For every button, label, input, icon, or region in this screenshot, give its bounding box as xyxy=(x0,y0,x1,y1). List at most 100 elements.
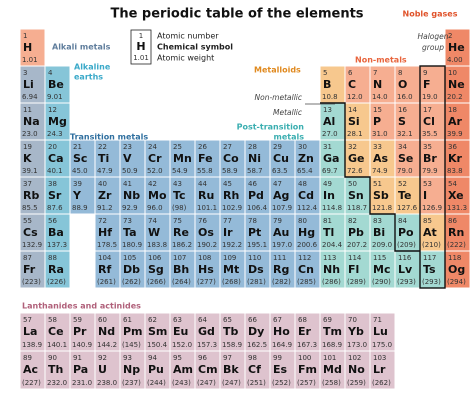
element-cell xyxy=(194,312,221,352)
atomic-number: 3 xyxy=(23,69,27,77)
element-cell xyxy=(144,350,171,390)
atomic-weight: 114.8 xyxy=(322,204,342,212)
atomic-number: 103 xyxy=(373,354,386,362)
atomic-weight: 65.4 xyxy=(297,167,313,175)
atomic-number: 116 xyxy=(398,254,412,262)
element-symbol: Hg xyxy=(298,226,315,239)
atomic-weight: 167.3 xyxy=(297,341,317,349)
atomic-number: 117 xyxy=(423,254,436,262)
element-symbol: Nh xyxy=(323,263,340,276)
atomic-number: 1 xyxy=(23,32,27,40)
element-symbol: Pd xyxy=(248,189,264,202)
atomic-number: 23 xyxy=(123,143,132,151)
noble-label: Noble gases xyxy=(403,10,458,19)
atomic-weight: (237) xyxy=(122,379,141,387)
element-cell xyxy=(244,213,271,252)
element-symbol: Ra xyxy=(48,263,64,276)
element-cell xyxy=(319,102,346,141)
atomic-weight: 20.2 xyxy=(447,93,463,101)
element-symbol: Eu xyxy=(173,325,188,338)
element-cell xyxy=(44,250,71,289)
atomic-weight: 164.9 xyxy=(272,341,292,349)
element-symbol: Te xyxy=(398,189,412,202)
element-symbol: Ag xyxy=(273,189,289,202)
atomic-number: 50 xyxy=(348,180,357,188)
element-symbol: Ga xyxy=(323,152,339,165)
element-cell xyxy=(69,139,96,178)
element-symbol: Al xyxy=(323,115,335,128)
atomic-weight: 35.5 xyxy=(422,130,438,138)
element-cell xyxy=(294,213,321,252)
element-symbol: Mn xyxy=(173,152,192,165)
atomic-number: 72 xyxy=(98,217,107,225)
atomic-number: 90 xyxy=(48,354,57,362)
atomic-number: 54 xyxy=(448,180,457,188)
atomic-weight: (268) xyxy=(222,278,241,286)
element-symbol: Mo xyxy=(148,189,167,202)
atomic-number: 32 xyxy=(348,143,357,151)
atomic-number: 105 xyxy=(123,254,136,262)
element-symbol: Co xyxy=(223,152,239,165)
element-symbol: Fl xyxy=(348,263,359,276)
element-symbol: Bk xyxy=(223,363,239,376)
element-cell xyxy=(444,28,471,67)
element-symbol: U xyxy=(98,363,107,376)
atomic-number: 48 xyxy=(298,180,307,188)
atomic-weight: 152.0 xyxy=(172,341,192,349)
atomic-number: 22 xyxy=(98,143,107,151)
cells: 1H1.012He4.003Li6.944Be9.015B10.86C12.07… xyxy=(19,28,471,390)
atomic-weight: (294) xyxy=(447,278,466,286)
key-label: Atomic weight xyxy=(157,54,214,63)
atomic-weight: 118.7 xyxy=(347,204,367,212)
atomic-weight: 127.6 xyxy=(397,204,418,212)
element-cell xyxy=(369,312,396,352)
atomic-number: 13 xyxy=(323,106,332,114)
atomic-number: 6 xyxy=(348,69,353,77)
atomic-number: 113 xyxy=(323,254,336,262)
key-box xyxy=(130,29,152,65)
element-symbol: V xyxy=(123,152,132,165)
element-cell xyxy=(269,250,296,289)
atomic-number: 8 xyxy=(398,69,402,77)
atomic-weight: (209) xyxy=(397,241,416,249)
element-cell xyxy=(19,139,46,178)
atomic-number: 31 xyxy=(323,143,332,151)
atomic-number: 46 xyxy=(248,180,257,188)
atomic-weight: 23.0 xyxy=(22,130,38,138)
atomic-number: 84 xyxy=(398,217,407,225)
element-cell xyxy=(94,312,121,352)
element-cell xyxy=(194,176,221,215)
element-symbol: Ac xyxy=(23,363,38,376)
element-cell xyxy=(44,213,71,252)
element-symbol: Ho xyxy=(273,325,290,338)
atomic-weight: 106.4 xyxy=(247,204,268,212)
atomic-weight: 192.2 xyxy=(222,241,242,249)
metalloids-label: Metalloids xyxy=(254,66,301,75)
element-cell xyxy=(169,139,196,178)
element-symbol: Rb xyxy=(23,189,39,202)
element-symbol: Cs xyxy=(23,226,38,239)
atomic-number: 112 xyxy=(298,254,311,262)
atomic-weight: 52.0 xyxy=(147,167,163,175)
atomic-number: 86 xyxy=(448,217,457,225)
atomic-number: 12 xyxy=(48,106,57,114)
element-cell xyxy=(394,250,421,289)
atomic-weight: 168.9 xyxy=(322,341,342,349)
element-cell xyxy=(394,65,421,104)
key-symbol: H xyxy=(136,40,145,53)
atomic-number: 52 xyxy=(398,180,407,188)
element-symbol: Sr xyxy=(48,189,62,202)
atomic-number: 53 xyxy=(423,180,432,188)
atomic-weight: 63.5 xyxy=(272,167,288,175)
atomic-weight: 138.9 xyxy=(22,341,42,349)
atomic-weight: 24.3 xyxy=(47,130,63,138)
atomic-weight: 14.0 xyxy=(372,93,388,101)
atomic-number: 19 xyxy=(23,143,32,151)
atomic-weight: (277) xyxy=(197,278,216,286)
atomic-number: 44 xyxy=(198,180,207,188)
alkali-label: Alkali metals xyxy=(52,43,111,52)
atomic-weight: 45.0 xyxy=(72,167,88,175)
atomic-weight: (289) xyxy=(347,278,366,286)
atomic-weight: 85.5 xyxy=(22,204,38,212)
